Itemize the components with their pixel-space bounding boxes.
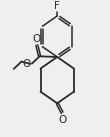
Text: F: F xyxy=(54,1,60,11)
Text: O: O xyxy=(58,115,66,125)
Text: O: O xyxy=(22,59,31,69)
Text: O: O xyxy=(32,34,40,44)
